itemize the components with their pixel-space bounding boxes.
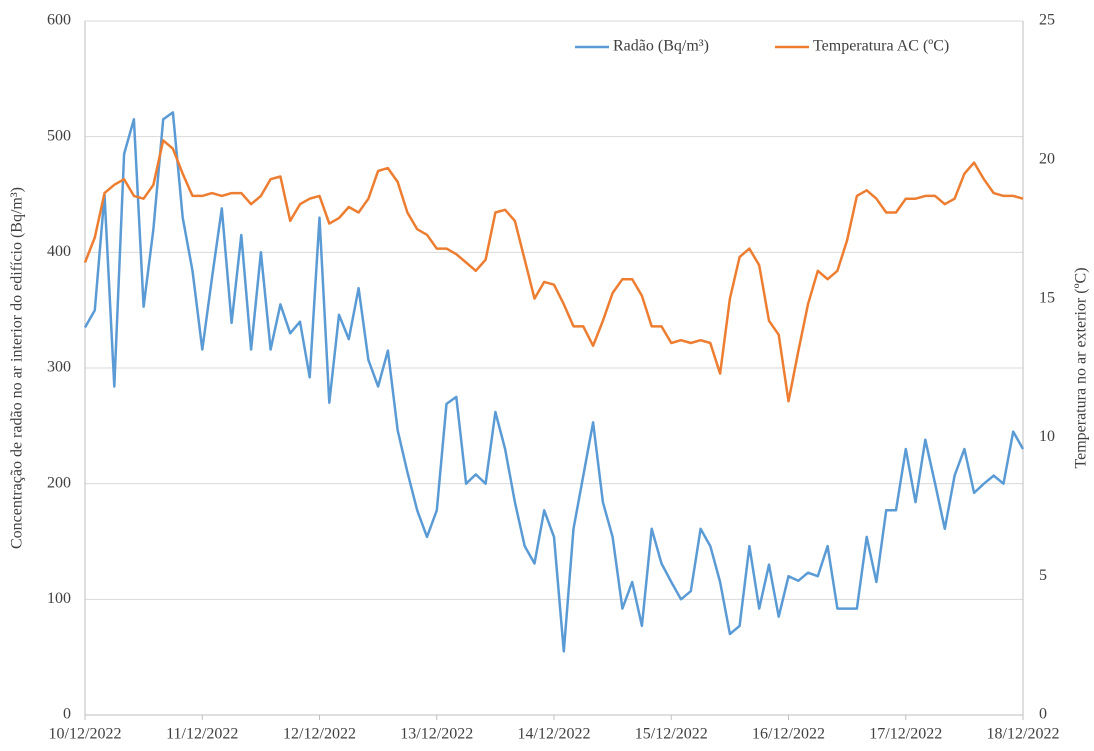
x-tick-label: 10/12/2022 bbox=[49, 726, 122, 743]
x-tick-label: 13/12/2022 bbox=[400, 726, 473, 743]
y2-tick-label: 10 bbox=[1039, 428, 1055, 445]
y2-tick-label: 15 bbox=[1039, 289, 1055, 306]
y-tick-label: 400 bbox=[47, 243, 71, 260]
series-line bbox=[83, 111, 1025, 653]
y-tick-label: 300 bbox=[47, 359, 71, 376]
y2-tick-label: 20 bbox=[1039, 150, 1055, 167]
legend-label: Radão (Bq/m³) bbox=[613, 38, 709, 55]
y2-tick-label: 25 bbox=[1039, 12, 1055, 29]
x-tick-label: 18/12/2022 bbox=[987, 726, 1060, 743]
x-tick-label: 17/12/2022 bbox=[869, 726, 942, 743]
x-tick-label: 14/12/2022 bbox=[518, 726, 591, 743]
x-tick-label: 15/12/2022 bbox=[635, 726, 708, 743]
x-tick-label: 12/12/2022 bbox=[283, 726, 356, 743]
y2-axis-title: Temperatura no ar exterior (ºC) bbox=[1073, 267, 1090, 468]
legend-label: Temperatura AC (ºC) bbox=[813, 38, 949, 55]
series-line bbox=[83, 139, 1024, 403]
y-tick-label: 600 bbox=[47, 12, 71, 29]
y-tick-label: 100 bbox=[47, 590, 71, 607]
x-tick-label: 16/12/2022 bbox=[752, 726, 825, 743]
y-tick-label: 0 bbox=[63, 706, 71, 723]
y2-tick-label: 5 bbox=[1039, 567, 1047, 584]
x-tick-label: 11/12/2022 bbox=[166, 726, 238, 743]
y-tick-label: 500 bbox=[47, 127, 71, 144]
y-tick-label: 200 bbox=[47, 474, 71, 491]
y-axis-title: Concentração de radão no ar interior do … bbox=[9, 187, 26, 549]
y2-tick-label: 0 bbox=[1039, 706, 1047, 723]
